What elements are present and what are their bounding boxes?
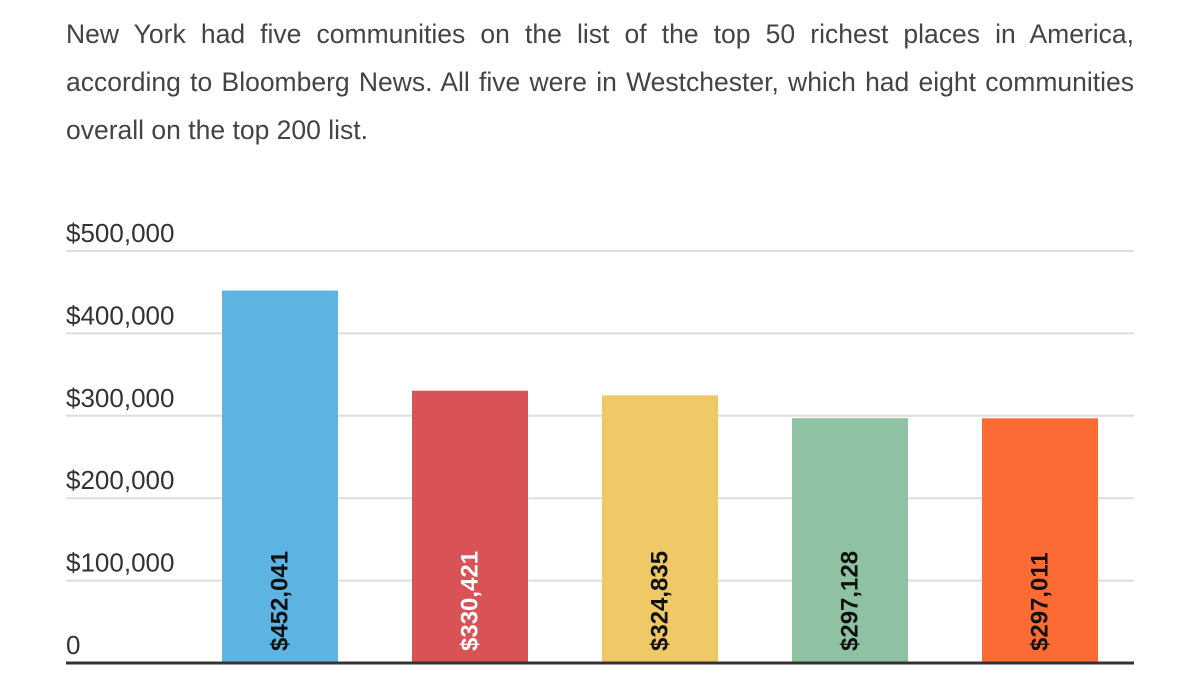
y-tick-label: $500,000 xyxy=(66,218,174,248)
y-tick-label: $400,000 xyxy=(66,300,174,330)
bars xyxy=(222,290,1098,663)
bar-value-label: $330,421 xyxy=(457,551,484,651)
bar xyxy=(982,418,1098,663)
y-tick-label: $100,000 xyxy=(66,548,174,578)
bar-value-label: $452,041 xyxy=(267,551,294,651)
bar xyxy=(222,290,338,663)
bar-value-label: $324,835 xyxy=(647,551,674,651)
bar-value-label: $297,128 xyxy=(837,551,864,651)
y-tick-label: $200,000 xyxy=(66,465,174,495)
bar xyxy=(602,395,718,663)
bar-value-label: $297,011 xyxy=(1027,552,1054,651)
bar xyxy=(792,418,908,663)
y-tick-label: $300,000 xyxy=(66,383,174,413)
y-axis-ticks: 0 $100,000 $200,000 $300,000 $400,000 $500,00… xyxy=(66,218,174,660)
bar xyxy=(412,390,528,663)
data-labels: $452,041 $330,421 $324,835 $297,128 $297,011 xyxy=(267,551,1054,651)
chart-description: New York had five communities on the lis… xyxy=(66,19,1134,145)
y-tick-label: 0 xyxy=(66,630,80,660)
